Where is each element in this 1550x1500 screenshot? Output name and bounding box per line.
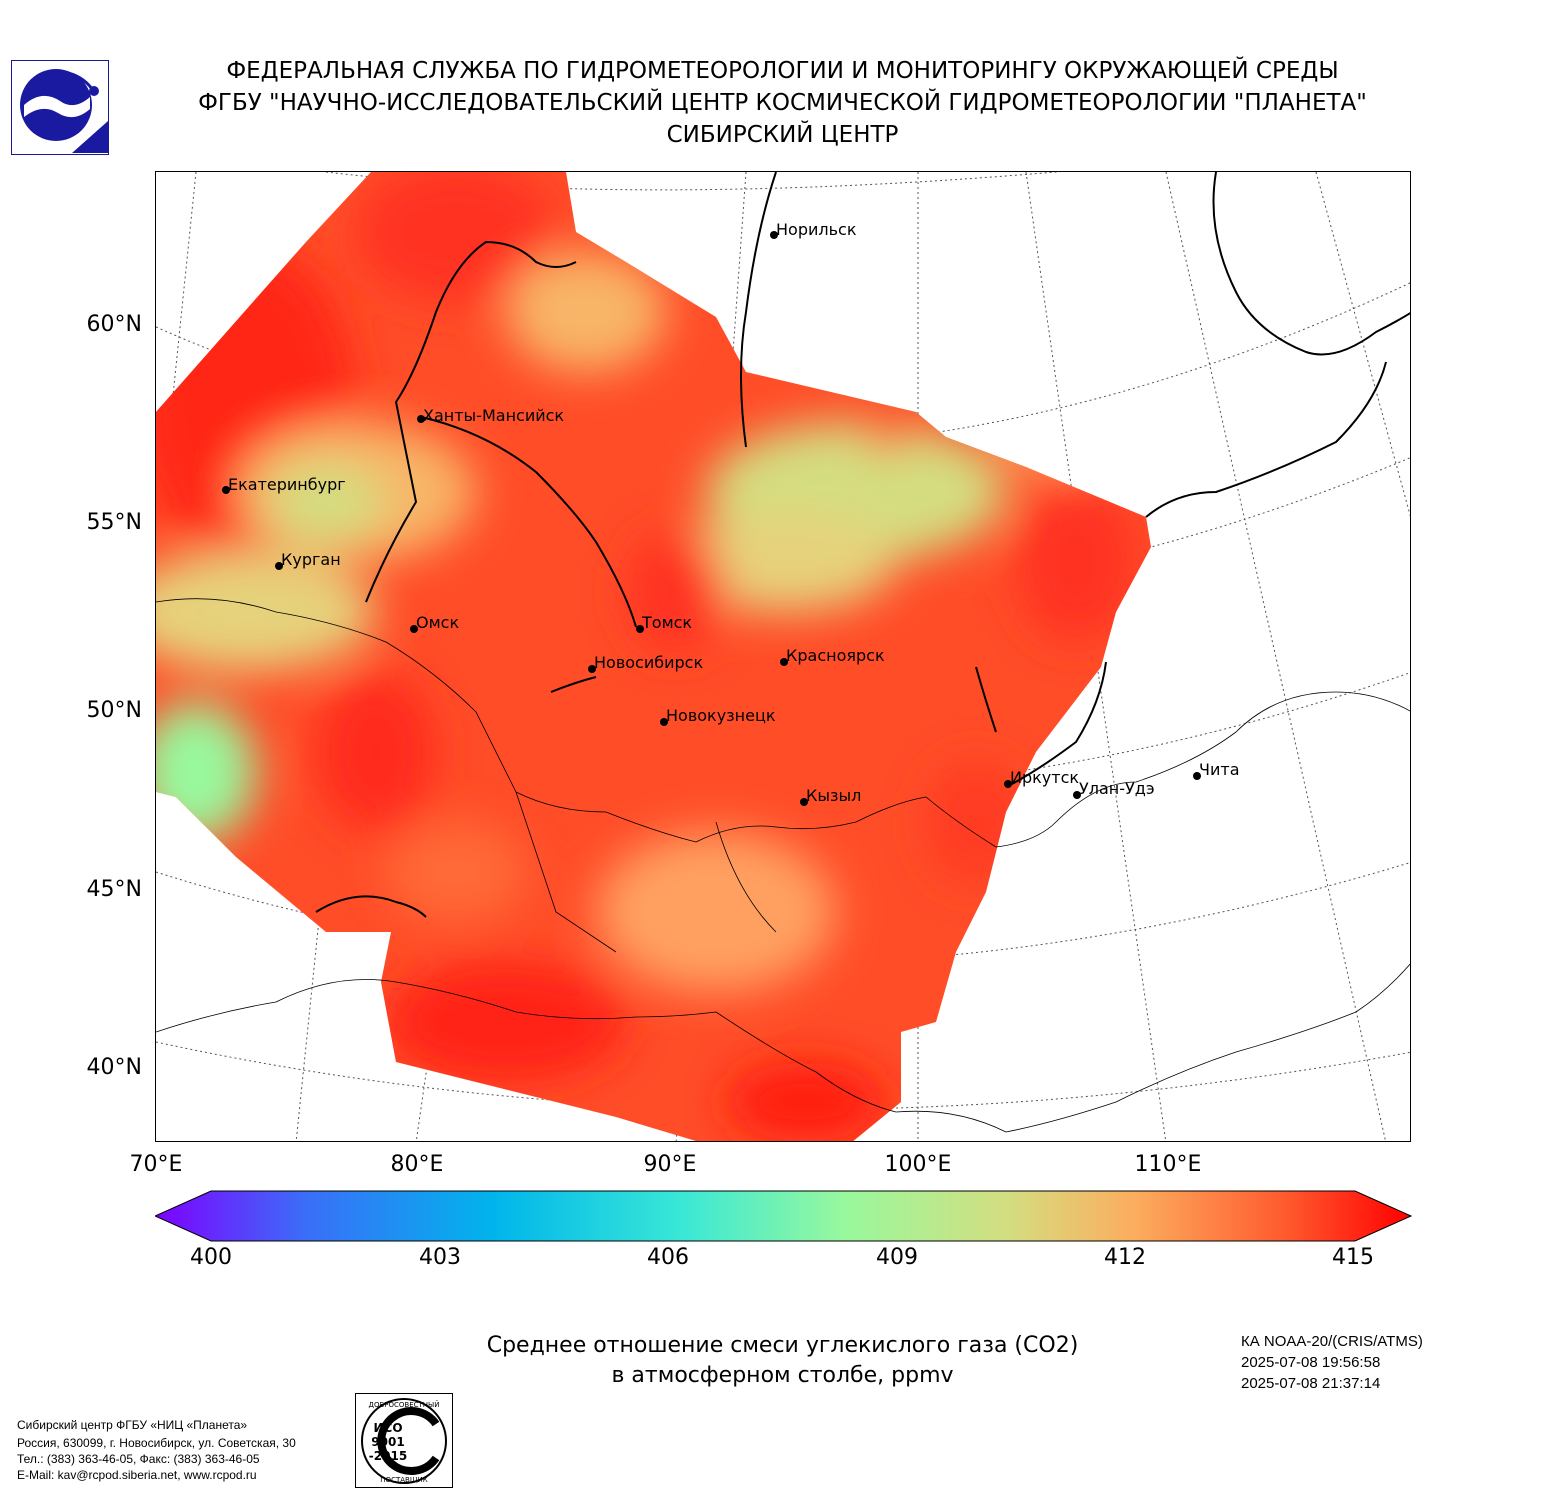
- city-norilsk: Норильск: [770, 220, 857, 239]
- svg-text:9001: 9001: [371, 1435, 404, 1449]
- caption-line1: Среднее отношение смеси углекислого газа…: [486, 1333, 1079, 1358]
- footer-org: Сибирский центр ФГБУ «НИЦ «Планета»: [17, 1418, 248, 1432]
- city-chita: Чита: [1193, 760, 1240, 780]
- satellite-name: КА NOAA-20/(CRIS/ATMS): [1241, 1333, 1423, 1350]
- lon-label-80: 80°E: [390, 1152, 444, 1177]
- svg-text:Чита: Чита: [1199, 760, 1240, 779]
- satellite-start-time: 2025-07-08 19:56:58: [1241, 1354, 1381, 1371]
- city-novokuznetsk: Новокузнецк: [660, 706, 776, 726]
- colorbar-tick-409: 409: [876, 1245, 918, 1270]
- svg-text:Новосибирск: Новосибирск: [594, 653, 703, 672]
- svg-text:Томск: Томск: [641, 613, 692, 632]
- svg-text:ДОБРОСОВЕСТНЫЙ: ДОБРОСОВЕСТНЫЙ: [369, 1400, 440, 1409]
- lat-label-45: 45°N: [86, 877, 142, 902]
- colorbar-tick-406: 406: [647, 1245, 689, 1270]
- lat-label-50: 50°N: [86, 698, 142, 723]
- colorbar-tick-400: 400: [190, 1245, 232, 1270]
- svg-text:ПОСТАВЩИК: ПОСТАВЩИК: [380, 1476, 427, 1484]
- lon-label-70: 70°E: [129, 1152, 183, 1177]
- lon-label-100: 100°E: [884, 1152, 952, 1177]
- colorbar: [153, 1190, 1413, 1242]
- colorbar-tick-415: 415: [1332, 1245, 1374, 1270]
- city-khanty-mansiysk: Ханты-Мансийск: [417, 406, 564, 425]
- city-novosibirsk: Новосибирск: [588, 653, 703, 673]
- city-yekaterinburg: Екатеринбург: [222, 475, 346, 494]
- svg-text:Курган: Курган: [281, 550, 341, 569]
- svg-text:Красноярск: Красноярск: [786, 646, 885, 665]
- colorbar-tick-412: 412: [1104, 1245, 1146, 1270]
- svg-text:Екатеринбург: Екатеринбург: [228, 475, 346, 494]
- satellite-end-time: 2025-07-08 21:37:14: [1241, 1375, 1381, 1392]
- header-center: СИБИРСКИЙ ЦЕНТР: [666, 122, 899, 148]
- city-kyzyl: Кызыл: [800, 786, 861, 806]
- header-institute: ФГБУ "НАУЧНО-ИССЛЕДОВАТЕЛЬСКИЙ ЦЕНТР КОС…: [198, 90, 1367, 116]
- co2-field: [156, 172, 1151, 1141]
- city-irkutsk: Иркутск: [1004, 768, 1079, 788]
- footer-phone: Тел.: (383) 363-46-05, Факс: (383) 363-4…: [17, 1452, 260, 1466]
- colorbar-tick-403: 403: [419, 1245, 461, 1270]
- lon-label-90: 90°E: [643, 1152, 697, 1177]
- lat-label-55: 55°N: [86, 510, 142, 535]
- lat-label-40: 40°N: [86, 1055, 142, 1080]
- footer-address: Россия, 630099, г. Новосибирск, ул. Сове…: [17, 1436, 296, 1450]
- svg-text:Омск: Омск: [416, 613, 459, 632]
- city-krasnoyarsk: Красноярск: [780, 646, 885, 666]
- svg-text:Иркутск: Иркутск: [1010, 768, 1079, 787]
- co2-map: Норильск Ханты-Мансийск Екатеринбург Кур…: [155, 171, 1411, 1142]
- svg-text:Новокузнецк: Новокузнецк: [666, 706, 776, 725]
- lon-label-110: 110°E: [1134, 1152, 1202, 1177]
- svg-text:Кызыл: Кызыл: [806, 786, 861, 805]
- city-kurgan: Курган: [275, 550, 341, 570]
- borders: [156, 598, 1410, 1133]
- header-agency: ФЕДЕРАЛЬНАЯ СЛУЖБА ПО ГИДРОМЕТЕОРОЛОГИИ …: [226, 58, 1339, 84]
- rivers: [315, 172, 1410, 918]
- svg-text:Улан-Удэ: Улан-Удэ: [1079, 779, 1155, 798]
- footer-email: E-Mail: kav@rcpod.siberia.net, www.rcpod…: [17, 1468, 257, 1482]
- caption-line2: в атмосферном столбе, ppmv: [611, 1363, 954, 1388]
- lat-label-60: 60°N: [86, 312, 142, 337]
- map-canvas: Норильск Ханты-Мансийск Екатеринбург Кур…: [156, 172, 1410, 1141]
- planeta-logo: [11, 60, 109, 155]
- city-ulan-ude: Улан-Удэ: [1073, 779, 1155, 799]
- svg-text:ИСО: ИСО: [373, 1421, 402, 1435]
- svg-text:-2015: -2015: [369, 1449, 407, 1463]
- iso-badge: ДОБРОСОВЕСТНЫЙ ИСО 9001 -2015 ПОСТАВЩИК: [355, 1393, 453, 1488]
- city-markers: Норильск Ханты-Мансийск Екатеринбург Кур…: [222, 220, 1240, 806]
- city-omsk: Омск: [410, 613, 459, 633]
- svg-text:Ханты-Мансийск: Ханты-Мансийск: [423, 406, 564, 425]
- city-tomsk: Томск: [636, 613, 692, 633]
- svg-text:Норильск: Норильск: [776, 220, 857, 239]
